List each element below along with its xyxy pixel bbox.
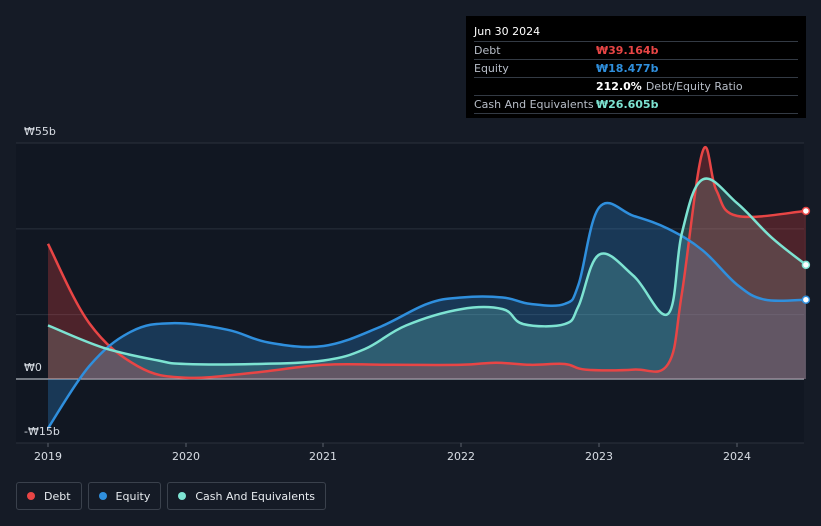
x-tick-label: 2023	[585, 450, 613, 463]
legend-dot-icon	[98, 492, 107, 500]
tooltip-ratio-label: Debt/Equity Ratio	[645, 80, 743, 93]
tooltip-value: ₩26.605b	[596, 98, 659, 111]
legend-label: Cash And Equivalents	[195, 489, 315, 503]
tooltip-row-debt: Debt ₩39.164b	[474, 42, 798, 60]
tooltip-label: Equity	[474, 62, 509, 75]
tooltip-value: 212.0%	[596, 80, 642, 93]
tooltip-value: ₩39.164b	[596, 44, 659, 57]
area-debt	[48, 147, 806, 379]
legend-label: Debt	[44, 489, 71, 503]
line-equity	[46, 201, 806, 429]
tooltip-label	[474, 78, 596, 95]
y-tick-label: ₩55b	[24, 125, 56, 138]
tooltip-value: ₩18.477b	[596, 62, 659, 75]
line-debt	[46, 146, 806, 380]
area-cash-and-equivalents	[48, 178, 806, 379]
legend: Debt Equity Cash And Equivalents	[16, 482, 326, 510]
future-shade-region	[16, 143, 804, 443]
tooltip-date: Jun 30 2024	[474, 23, 798, 42]
x-tick-label: 2022	[447, 450, 475, 463]
tooltip-row-ratio: 212.0% Debt/Equity Ratio	[474, 78, 798, 96]
end-marker-cash-and-equivalents	[801, 260, 811, 270]
tooltip-label: Cash And Equivalents	[474, 98, 594, 111]
tooltip-row-cash: Cash And Equivalents ₩26.605b	[474, 96, 798, 114]
series-lines	[46, 146, 807, 429]
legend-item-equity[interactable]: Equity	[87, 482, 162, 510]
line-cash-and-equivalents	[47, 177, 807, 366]
end-marker-equity	[801, 295, 811, 304]
legend-label: Equity	[115, 489, 151, 503]
y-tick-label: ₩0	[24, 361, 42, 374]
series-end-markers	[801, 206, 811, 304]
x-tick-label: 2019	[34, 450, 62, 463]
x-tick-label: 2024	[723, 450, 751, 463]
legend-dot-icon	[27, 492, 35, 500]
x-axis-ticks: 2019 2020 2021 2022 2023 2024	[34, 443, 751, 463]
end-marker-debt	[801, 206, 811, 216]
y-tick-label: -₩15b	[24, 425, 60, 438]
x-tick-label: 2020	[172, 450, 200, 463]
legend-dot-icon	[178, 492, 187, 500]
legend-item-cash[interactable]: Cash And Equivalents	[167, 482, 326, 510]
legend-item-debt[interactable]: Debt	[16, 482, 82, 510]
tooltip-panel: Jun 30 2024 Debt ₩39.164b Equity ₩18.477…	[466, 16, 806, 118]
y-axis-ticks: ₩55b ₩0 -₩15b	[24, 125, 60, 438]
grid-lines	[16, 142, 804, 444]
x-tick-label: 2021	[309, 450, 337, 463]
tooltip-row-equity: Equity ₩18.477b	[474, 60, 798, 78]
tooltip-label: Debt	[474, 44, 501, 57]
